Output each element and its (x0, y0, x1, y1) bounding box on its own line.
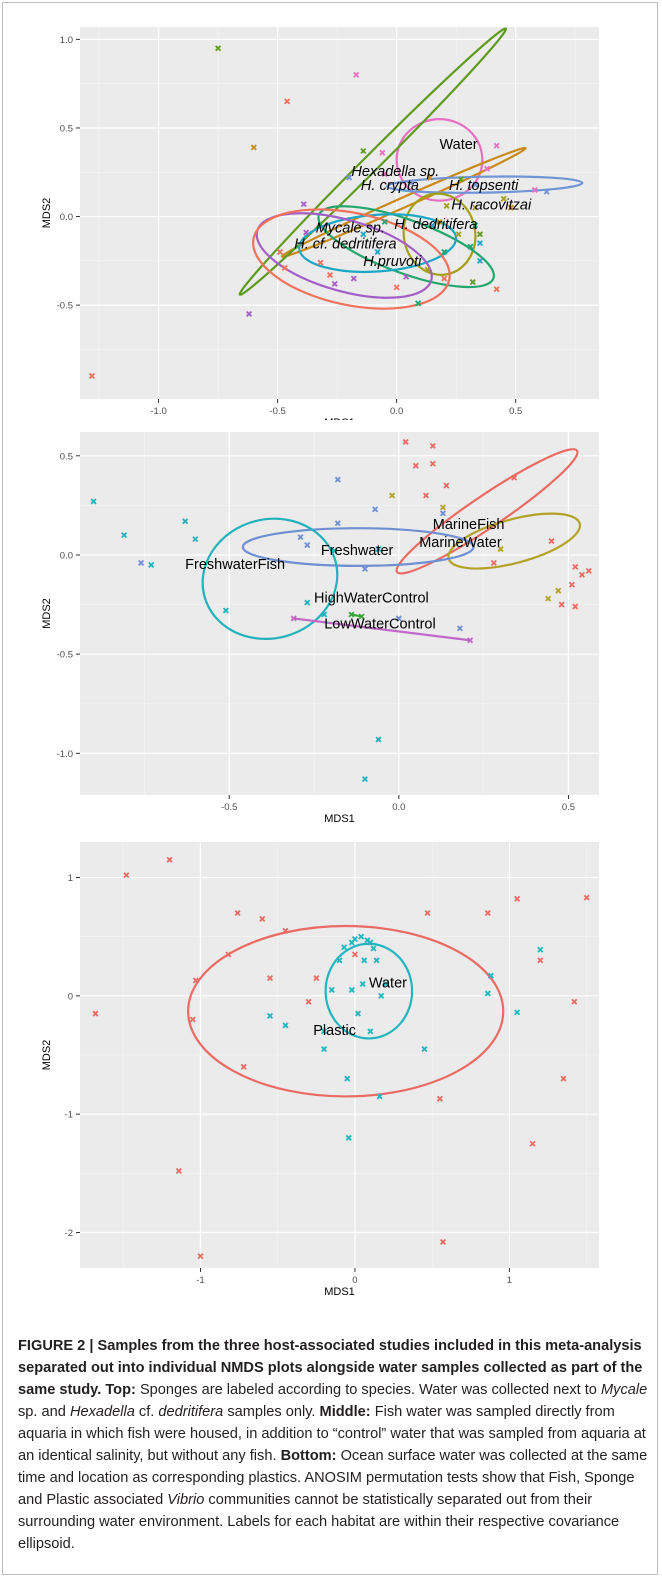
caption-middle-label: Middle: (320, 1404, 371, 1420)
label-h-pruvoti: H.pruvoti (363, 254, 422, 270)
label-freshwaterfish: FreshwaterFish (185, 557, 285, 573)
label-water: Water (369, 976, 407, 992)
label-highwatercontrol: HighWaterControl (314, 591, 429, 607)
label-mycale-sp: Mycale sp. (316, 220, 385, 236)
caption-bottom-italic: Vibrio (167, 1492, 204, 1508)
y-tick-label: 0.5 (60, 123, 73, 134)
x-tick-label: 0 (352, 1275, 357, 1286)
x-tick-label: -1 (196, 1275, 204, 1286)
label-water: Water (439, 137, 477, 153)
label-freshwater: Freshwater (321, 543, 394, 559)
y-tick-label: -1.0 (57, 749, 73, 760)
caption-top-text-a: Sponges are labeled according to species… (140, 1382, 597, 1398)
y-tick-label: -0.5 (57, 301, 73, 312)
x-tick-label: 0.5 (562, 802, 575, 813)
x-axis-title: MDS1 (324, 1286, 355, 1298)
y-tick-label: -1 (65, 1110, 73, 1121)
caption-top-italic-c: dedritifera (158, 1404, 223, 1420)
y-axis-title: MDS2 (41, 1040, 53, 1071)
label-lowwatercontrol: LowWaterControl (324, 616, 435, 632)
x-tick-label: 0.0 (392, 802, 405, 813)
x-tick-label: -0.5 (269, 406, 285, 417)
x-tick-label: -1.0 (150, 406, 166, 417)
label-h-dedritifera: H. dedritifera (394, 217, 477, 233)
caption-top-text-c: cf. (139, 1404, 154, 1420)
x-tick-label: 0.0 (390, 406, 403, 417)
nmds-plot-middle: MarineFish MarineWater Freshwater Freshwate… (0, 420, 662, 830)
x-tick-label: 1 (507, 1275, 512, 1286)
caption-top-italic-a: Mycale (601, 1382, 647, 1398)
x-tick-label: -0.5 (221, 802, 237, 813)
label-plastic: Plastic (313, 1023, 356, 1039)
label-marinefish: MarineFish (433, 517, 505, 533)
y-tick-label: 0.0 (60, 212, 73, 223)
label-marinewater: MarineWater (419, 535, 502, 551)
plot-panel (80, 432, 599, 795)
caption-bottom-label: Bottom: (281, 1448, 337, 1464)
x-axis-title: MDS1 (324, 813, 355, 825)
figure-caption: FIGURE 2 | Samples from the three host-a… (18, 1335, 648, 1555)
y-tick-label: -2 (65, 1228, 73, 1239)
label-h-crypta: H. crypta (361, 178, 419, 194)
y-tick-label: 0.5 (60, 451, 73, 462)
nmds-plot-bottom: Water Plastic -1 0 1 -2 -1 0 1 MDS1 MDS2 (0, 830, 662, 1330)
caption-top-text-b: sp. and (18, 1404, 66, 1420)
label-h-racovitzai: H. racovitzai (451, 197, 532, 213)
x-tick-label: 0.5 (509, 406, 522, 417)
caption-top-label: Top: (105, 1382, 136, 1398)
y-tick-label: 1 (68, 873, 73, 884)
caption-top-italic-b: Hexadella (70, 1404, 135, 1420)
y-axis-title: MDS2 (41, 598, 53, 629)
y-tick-label: 0.0 (60, 550, 73, 561)
nmds-plot-top: WaterHexadella sp.H. crypta H. topsentiH.… (0, 0, 662, 420)
y-tick-label: -0.5 (57, 650, 73, 661)
label-h-topsenti: H. topsenti (449, 178, 519, 194)
y-tick-label: 1.0 (60, 35, 73, 46)
y-tick-label: 0 (68, 991, 73, 1002)
caption-top-text-d: samples only. (227, 1404, 315, 1420)
label-h-cf-dedritifera: H. cf. dedritifera (294, 236, 396, 252)
y-axis-title: MDS2 (41, 198, 53, 229)
